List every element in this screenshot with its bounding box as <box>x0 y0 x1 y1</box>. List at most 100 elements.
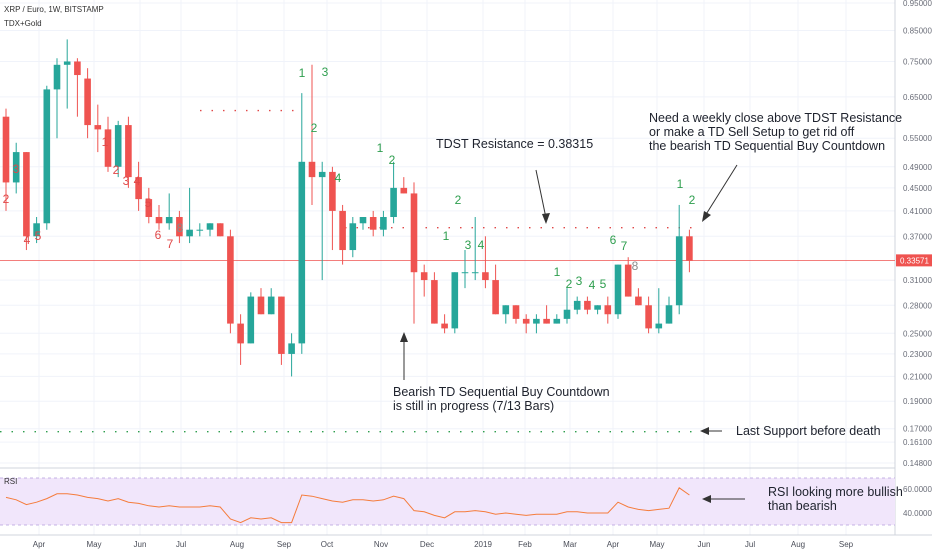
x-tick-label: May <box>649 540 664 549</box>
candle <box>329 166 336 251</box>
candle <box>125 116 132 188</box>
y-tick-label: 0.75000 <box>903 57 932 66</box>
td-count-label: 6 <box>610 233 617 247</box>
candle <box>645 296 652 334</box>
candle <box>451 272 459 334</box>
candle-body <box>257 296 265 315</box>
weekly-close-arrow <box>704 164 738 217</box>
y-tick-label: 0.21000 <box>903 372 932 381</box>
candle <box>339 204 346 265</box>
candle-body <box>655 323 663 329</box>
td-count-label: 3 <box>465 238 472 252</box>
x-tick-label: Aug <box>791 540 805 549</box>
candle-body <box>431 280 438 324</box>
candle <box>573 296 581 315</box>
candle <box>349 217 357 258</box>
candle <box>247 292 255 344</box>
last-price-bg <box>896 254 932 267</box>
candle-body <box>635 296 642 306</box>
candle <box>563 288 571 324</box>
candle-body <box>84 78 91 126</box>
y-tick-label: 0.31000 <box>903 276 932 285</box>
y-tick-label: 0.37000 <box>903 232 932 241</box>
candle-body <box>33 223 40 237</box>
rsi-band <box>0 478 895 525</box>
rsi-tick-label: 60.0000 <box>903 485 932 494</box>
candle-body <box>451 272 459 329</box>
td-count-label: 4 <box>478 238 485 252</box>
candle-body <box>410 193 418 273</box>
candle <box>206 223 214 237</box>
candle <box>665 296 673 324</box>
candle-body <box>543 318 550 324</box>
candle-body <box>390 187 397 218</box>
candle-body <box>553 318 561 324</box>
x-tick-label: Nov <box>374 540 388 549</box>
candle <box>74 58 81 117</box>
candle-body <box>237 323 244 344</box>
candle-body <box>114 125 122 167</box>
candle-body <box>349 223 357 251</box>
x-tick-label: May <box>86 540 101 549</box>
td-count-label: 1 <box>554 265 561 279</box>
candle-body <box>216 223 224 237</box>
candle <box>502 305 510 324</box>
td-count-label: 4 <box>335 171 342 185</box>
bearish-annotation-1: Bearish TD Sequential Buy Countdown <box>393 385 610 399</box>
candle <box>635 288 642 306</box>
bearish-arrowhead <box>400 332 408 342</box>
x-tick-label: 2019 <box>474 540 492 549</box>
support-annotation: Last Support before death <box>736 424 881 438</box>
rsi-line <box>5 487 690 524</box>
candle <box>492 264 499 315</box>
indicator-label: TDX+Gold <box>4 19 42 28</box>
candle <box>553 314 561 324</box>
candle-body <box>135 177 142 200</box>
x-tick-label: Dec <box>420 540 434 549</box>
candle-body <box>278 296 285 354</box>
td-count-label: 7 <box>621 239 628 253</box>
candle <box>278 296 285 365</box>
candle-body <box>604 305 612 315</box>
candle-body <box>125 125 132 178</box>
candle-body <box>94 125 102 130</box>
candle <box>482 236 489 289</box>
tdst-arrow <box>535 169 547 219</box>
td-count-label: 7 <box>167 237 174 251</box>
td-count-label: 2 <box>566 277 573 291</box>
x-tick-label: Sep <box>839 540 854 549</box>
candle <box>533 314 540 334</box>
x-tick-label: Apr <box>33 540 46 549</box>
y-tick-label: 0.95000 <box>903 0 932 8</box>
candle-body <box>196 229 204 231</box>
candle <box>594 305 601 315</box>
candle <box>12 142 20 194</box>
candle-body <box>645 305 652 329</box>
candle-body <box>420 272 428 281</box>
candle <box>33 217 40 244</box>
candle-body <box>665 305 673 324</box>
x-tick-label: Jul <box>176 540 186 549</box>
y-tick-label: 0.85000 <box>903 27 932 36</box>
td-count-label: 2 <box>311 121 318 135</box>
td-count-label: 2 <box>113 163 120 177</box>
candle-body <box>308 161 316 178</box>
y-tick-label: 0.23000 <box>903 350 932 359</box>
rsi-arrowhead <box>702 495 711 503</box>
candle-body <box>522 318 530 324</box>
candle <box>686 229 693 273</box>
candle-body <box>441 323 448 329</box>
chart-title: XRP / Euro, 1W, BITSTAMP <box>4 5 104 14</box>
candle <box>196 223 204 237</box>
td-count-label: 1 <box>443 229 450 243</box>
td-count-label: 4 <box>589 278 596 292</box>
y-tick-label: 0.16100 <box>903 438 932 447</box>
candle <box>380 210 387 237</box>
candle-body <box>492 280 499 315</box>
x-tick-label: Jun <box>134 540 147 549</box>
candle <box>318 161 326 281</box>
candle <box>94 104 102 153</box>
candle-body <box>594 305 601 310</box>
x-tick-label: Jul <box>745 540 755 549</box>
